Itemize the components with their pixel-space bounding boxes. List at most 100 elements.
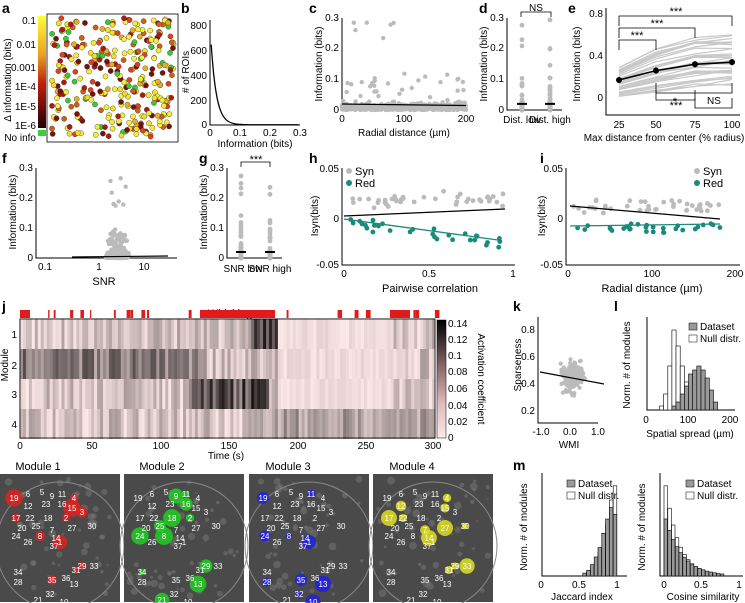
module-texture-blob (53, 592, 58, 597)
heat-cell (20, 379, 24, 409)
heat-cell (352, 409, 356, 439)
module-texture-blob (143, 583, 148, 587)
heat-cell (91, 379, 95, 409)
roi-dot (105, 27, 111, 33)
roi-dot (135, 48, 142, 55)
module-texture-blob (464, 494, 468, 498)
heat-cell (405, 319, 409, 349)
heat-cell (331, 319, 335, 349)
roi-label: 24 (12, 532, 21, 541)
roi-label: 15 (441, 504, 450, 513)
heat-cell (218, 319, 222, 349)
roi-label: 9 (423, 492, 428, 501)
module-texture-blob (308, 502, 313, 508)
roi-label: 29 (202, 562, 211, 571)
roi-label: 32 (170, 590, 179, 599)
heat-cell (186, 379, 190, 409)
module-texture-blob (216, 500, 220, 505)
module-texture-blob (383, 545, 387, 549)
heat-cell (227, 409, 231, 439)
roi-dot (53, 35, 59, 42)
module-texture-blob (106, 564, 109, 567)
roi-label: 21 (158, 596, 167, 603)
roi-dot (90, 39, 97, 46)
heat-cell (378, 349, 382, 379)
roi-dot (146, 110, 152, 116)
module-texture-blob (412, 498, 421, 506)
heat-cell (429, 319, 433, 349)
heat-cell (292, 319, 296, 349)
heat-cell (200, 409, 205, 439)
b-ylabel: # of ROIs (181, 51, 192, 93)
h-syn-point (454, 199, 460, 205)
heat-cell (227, 379, 231, 409)
heat-cell (375, 319, 379, 349)
l-dataset-bar (688, 373, 693, 411)
roi-label: 19 (259, 494, 268, 503)
heat-cell (153, 319, 157, 349)
heat-cell (73, 349, 77, 379)
heat-cell (319, 349, 323, 379)
roi-dot (102, 73, 109, 80)
h-red-point (484, 242, 489, 248)
roi-label: 16 (182, 500, 191, 509)
heat-cell (103, 379, 107, 409)
m2-dataset-bar (682, 556, 687, 577)
m1-dataset-bar (612, 513, 618, 577)
i-syn-point (716, 202, 722, 208)
i-fit-red (569, 223, 721, 227)
module-texture-blob (95, 561, 102, 568)
c-point (385, 81, 391, 86)
heat-cell (316, 319, 320, 349)
roi-dot (118, 132, 125, 139)
roi-label: 16 (58, 500, 67, 509)
roi-label: 30 (337, 522, 346, 531)
heat-cell (200, 379, 205, 409)
heat-cell (85, 319, 89, 349)
module-roi-highlight (168, 488, 184, 504)
c-xtick: 0 (339, 114, 345, 125)
roi-label: 35 (297, 576, 306, 585)
roi-label: 21 (407, 596, 416, 603)
module-texture-blob (179, 526, 186, 532)
roi-dot (148, 71, 155, 77)
heat-cell (423, 349, 427, 379)
roi-dot (162, 62, 168, 68)
m2-dataset-bar (689, 563, 695, 577)
c-point (364, 20, 369, 25)
module-texture-blob (269, 584, 277, 592)
f-point (120, 247, 125, 252)
c-point (445, 72, 450, 77)
heat-cell (319, 379, 323, 409)
roi-label: 25 (405, 522, 414, 531)
e-annotation: *** (651, 18, 665, 30)
heat-cell (22, 409, 27, 439)
j-row-label: 2 (11, 361, 17, 372)
whisk-event (337, 310, 343, 318)
heat-cell (245, 409, 249, 439)
heat-cell (283, 349, 288, 379)
module-texture-blob (385, 568, 394, 577)
c-point (368, 84, 373, 89)
l-null-bar (675, 345, 681, 411)
module-roi-highlight (295, 590, 303, 598)
c-point (439, 107, 444, 113)
module-roi-highlight (421, 530, 437, 546)
roi-label: 11 (182, 490, 191, 499)
k-fit-line (539, 371, 605, 385)
module-texture-blob (281, 584, 287, 590)
heat-cell (171, 349, 175, 379)
k-xtick: -1.0 (532, 427, 550, 438)
module-fov-circle (119, 481, 249, 603)
h-red-point (364, 225, 370, 231)
roi-label: 25 (281, 522, 290, 531)
module-texture-blob (332, 512, 336, 516)
roi-dot (141, 113, 148, 120)
j-row-label: 4 (11, 420, 17, 431)
heat-cell (114, 319, 119, 349)
m2-xtick: 1 (736, 580, 742, 591)
heat-cell (396, 319, 400, 349)
heat-cell (251, 379, 255, 409)
heat-cell (200, 319, 205, 349)
module-texture-blob (133, 562, 139, 568)
